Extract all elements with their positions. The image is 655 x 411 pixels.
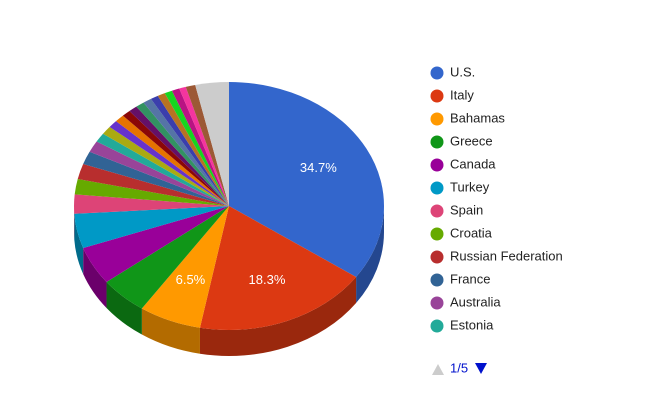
slice <box>89 141 229 206</box>
slice <box>164 90 229 206</box>
legend-swatch <box>430 135 444 149</box>
legend-label: Canada <box>450 156 496 171</box>
legend-label: France <box>450 271 490 286</box>
slice-side <box>199 276 357 357</box>
slice-label: 18.3% <box>249 272 286 287</box>
legend-swatch <box>430 227 444 241</box>
slice <box>136 102 229 206</box>
legend-page: 1/5 <box>450 360 468 375</box>
legend-prev[interactable] <box>432 364 444 375</box>
slice <box>129 106 229 206</box>
slice <box>74 178 229 206</box>
slice-side <box>356 206 384 303</box>
legend-label: Turkey <box>450 179 490 194</box>
legend-swatch <box>430 181 444 195</box>
legend-swatch <box>430 319 444 333</box>
slice <box>185 84 229 206</box>
slice <box>229 82 385 277</box>
slice <box>199 206 357 330</box>
slice <box>106 206 229 309</box>
slice <box>103 126 229 206</box>
slice <box>179 86 229 206</box>
slice <box>109 121 229 206</box>
legend-label: U.S. <box>450 64 475 79</box>
legend-label: Italy <box>450 87 474 102</box>
legend-swatch <box>430 66 444 80</box>
slice <box>96 133 229 206</box>
slice-label: 6.5% <box>176 272 206 287</box>
legend-swatch <box>430 273 444 287</box>
slice <box>74 194 230 214</box>
slice <box>83 151 229 206</box>
slice <box>116 115 229 206</box>
slice <box>122 110 229 206</box>
legend-label: Australia <box>450 294 501 309</box>
legend-swatch <box>430 89 444 103</box>
slice <box>83 206 229 283</box>
legend-next[interactable] <box>475 363 487 374</box>
slice-label: 34.7% <box>300 160 337 175</box>
legend-swatch <box>430 112 444 126</box>
legend-swatch <box>430 204 444 218</box>
slice <box>171 88 229 206</box>
legend-label: Spain <box>450 202 483 217</box>
legend-label: Greece <box>450 133 493 148</box>
legend-label: Croatia <box>450 225 493 240</box>
slice <box>77 163 229 206</box>
slice <box>143 98 229 206</box>
slice <box>74 206 230 249</box>
slice <box>195 82 229 206</box>
slice <box>157 93 229 206</box>
slice <box>150 95 229 206</box>
legend-swatch <box>430 250 444 264</box>
slice <box>141 206 229 328</box>
slice-side <box>74 213 84 275</box>
legend-label: Russian Federation <box>450 248 563 263</box>
slice-side <box>83 248 107 309</box>
slice-side <box>141 308 200 354</box>
legend-label: Bahamas <box>450 110 505 125</box>
slice-side <box>106 282 142 335</box>
legend-swatch <box>430 158 444 172</box>
legend-swatch <box>430 296 444 310</box>
legend-label: Estonia <box>450 317 494 332</box>
